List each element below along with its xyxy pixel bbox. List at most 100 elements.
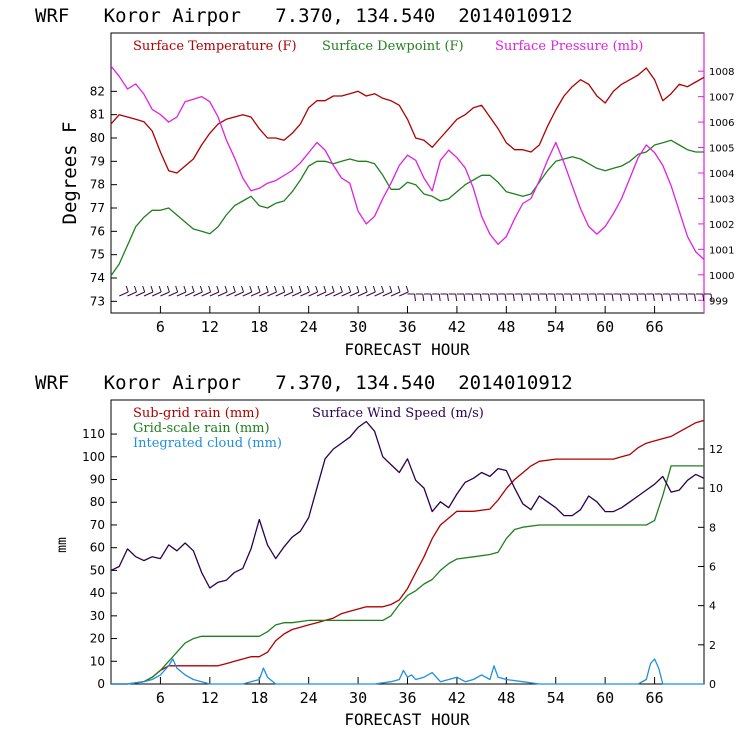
- wind-barb: [390, 291, 401, 297]
- wind-barb-flag: [199, 285, 203, 293]
- legend-surface-dewpoint: Surface Dewpoint (F): [322, 39, 464, 54]
- legend-sub-grid-rain: Sub-grid rain (mm): [133, 406, 260, 421]
- bottom-x-tick-label: 24: [300, 689, 318, 707]
- bottom-x-tick-label: 60: [596, 689, 614, 707]
- wind-barb-flag: [348, 285, 352, 293]
- wind-barb-flag: [257, 285, 261, 293]
- wind-barb-flag: [496, 293, 499, 302]
- wind-barb-flag: [422, 293, 425, 302]
- bottom-y-tick-label: 20: [90, 632, 105, 646]
- wind-barb-flag: [265, 285, 269, 293]
- wind-barb-flag: [710, 293, 713, 302]
- wind-barb-flag: [290, 285, 294, 293]
- bottom-y2-tick-label: 6: [709, 560, 716, 573]
- bottom-x-tick-label: 12: [201, 689, 219, 707]
- bottom-y-tick-label: 110: [82, 427, 105, 441]
- wind-barb-flag: [669, 293, 672, 302]
- wind-barb-flag: [677, 293, 680, 302]
- legend-surface-pressure: Surface Pressure (mb): [495, 39, 643, 54]
- wind-barb-flag: [694, 293, 697, 302]
- wind-barb-flag: [331, 285, 335, 293]
- bottom-x-tick-label: 36: [398, 689, 416, 707]
- wind-barb-flag: [578, 293, 581, 302]
- top-y2-tick-label: 1007: [709, 93, 734, 104]
- wind-barb-flag: [570, 293, 573, 302]
- bottom-y2-tick-label: 8: [709, 521, 716, 534]
- surface-dewpoint-line: [110, 139, 704, 277]
- wind-barb: [184, 291, 195, 297]
- top-y2-tick-label: 1001: [709, 245, 734, 256]
- top-x-tick-label: 12: [201, 318, 219, 336]
- wind-barb-flag: [166, 285, 170, 293]
- bottom-x-tick-label: 42: [448, 689, 466, 707]
- wind-barb-flag: [562, 293, 565, 302]
- top-series-lines: [110, 65, 705, 277]
- top-x-tick-label: 42: [448, 318, 466, 336]
- bottom-right-y-ticks: 0 2 4 6 8 10 12: [698, 443, 723, 691]
- top-y-tick-label: 81: [90, 108, 105, 122]
- bottom-x-tick-label: 66: [646, 689, 664, 707]
- wind-barb-flag: [339, 285, 343, 293]
- top-y2-tick-label: 1002: [709, 220, 734, 231]
- wind-barb-flag: [216, 285, 220, 293]
- wind-barb: [267, 291, 277, 297]
- top-y-tick-label: 79: [90, 154, 105, 168]
- wind-barb-flag: [150, 285, 154, 293]
- bottom-y-tick-label: 90: [90, 473, 105, 487]
- wind-barb-flag: [158, 285, 162, 293]
- top-x-tick-label: 18: [250, 318, 268, 336]
- wind-barb-flag: [545, 293, 548, 302]
- wind-barb: [291, 291, 302, 297]
- wind-barb: [151, 291, 162, 297]
- wind-barb: [168, 291, 178, 297]
- legend-integrated-cloud: Integrated cloud (mm): [133, 436, 282, 451]
- wind-barb-flag: [619, 293, 622, 302]
- wind-barb-flag: [282, 285, 286, 293]
- wind-barb: [366, 291, 376, 297]
- bottom-y-tick-label: 70: [90, 518, 105, 532]
- wind-barb-flag: [249, 285, 253, 293]
- precipitation-panel: WRF Koror Airpor 7.370, 134.540 20140109…: [35, 372, 723, 729]
- wind-barb-flag: [224, 285, 228, 293]
- wind-barb-flag: [603, 293, 606, 302]
- wind-barb-flag: [652, 293, 655, 302]
- top-y-tick-label: 73: [90, 294, 105, 308]
- wind-barb-flag: [438, 293, 441, 302]
- wind-barb-flag: [397, 285, 401, 293]
- wind-barb-flag: [512, 293, 515, 302]
- top-x-tick-label: 36: [398, 318, 416, 336]
- wind-barb-flag: [372, 285, 376, 293]
- top-y-tick-label: 78: [90, 178, 105, 192]
- wind-barb: [374, 291, 384, 297]
- wind-barb-flag: [381, 285, 385, 293]
- wind-barb-flag: [463, 293, 466, 302]
- wind-barb: [382, 291, 392, 297]
- bottom-y2-tick-label: 4: [709, 600, 716, 613]
- wind-barb: [143, 291, 154, 297]
- wind-barb-flag: [529, 293, 532, 302]
- bottom-y-tick-label: 80: [90, 495, 105, 509]
- wind-barb-flag: [702, 293, 705, 302]
- bottom-chart-title: WRF Koror Airpor 7.370, 134.540 20140109…: [35, 372, 573, 394]
- wind-barb-flag: [488, 293, 491, 302]
- bottom-y-tick-label: 30: [90, 609, 105, 623]
- wind-barb-flag: [175, 285, 179, 293]
- wind-barb: [209, 291, 220, 297]
- top-x-tick-label: 60: [596, 318, 614, 336]
- surface-wind-speed-line: [110, 420, 705, 589]
- wind-barb-flag: [554, 293, 557, 302]
- wind-barb-flag: [537, 293, 540, 302]
- bottom-x-tick-label: 48: [497, 689, 515, 707]
- wind-barb: [308, 291, 318, 297]
- top-x-tick-label: 6: [156, 318, 165, 336]
- wind-barb-flag: [298, 285, 302, 293]
- wind-barb-flag: [586, 293, 589, 302]
- wind-barb-flag: [323, 285, 327, 293]
- top-x-axis-label: FORECAST HOUR: [344, 340, 470, 359]
- legend-surface-wind-speed: Surface Wind Speed (m/s): [312, 406, 484, 421]
- wind-barb-flag: [315, 285, 319, 293]
- wind-barb-flag: [405, 285, 409, 293]
- wind-barb: [259, 291, 269, 297]
- bottom-series-lines: [110, 419, 705, 685]
- wind-barb: [201, 291, 211, 297]
